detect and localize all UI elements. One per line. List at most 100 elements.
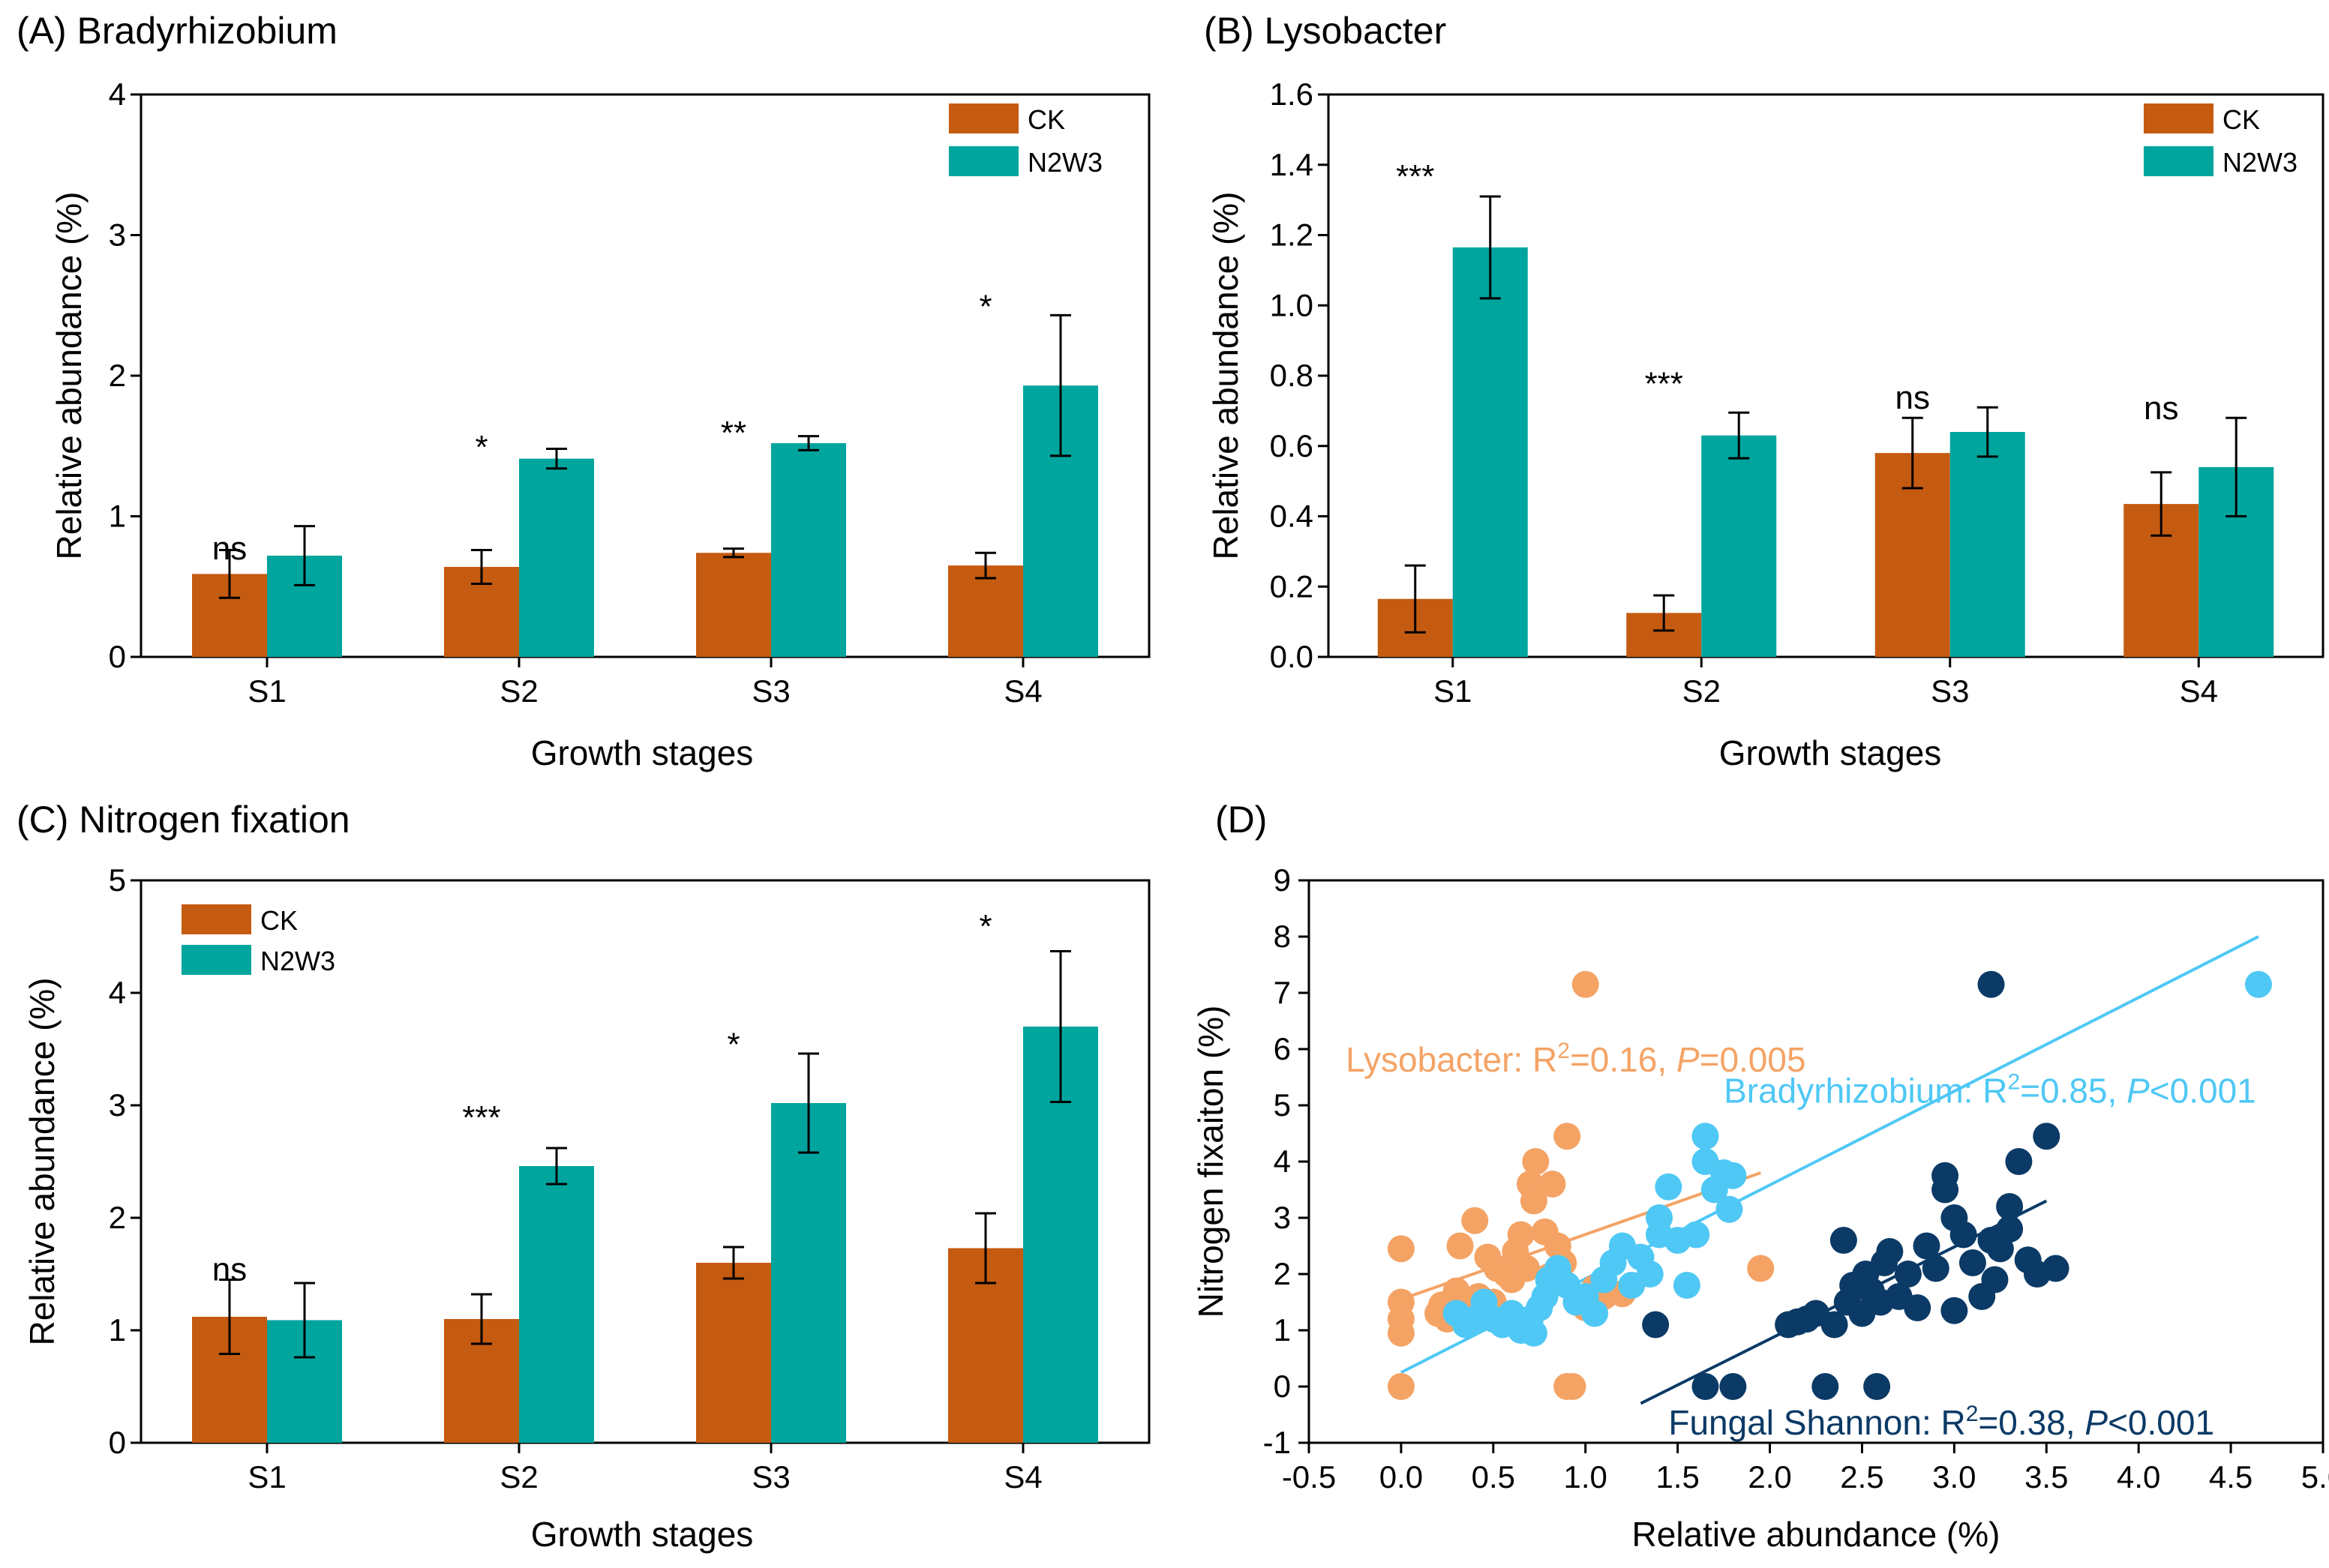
- panel-c-bar-n2w3: [519, 1166, 594, 1443]
- panel-d-y-tick-label: 7: [1274, 975, 1291, 1010]
- panel-d-annotation-r2: =0.85,: [2020, 1071, 2126, 1110]
- panel-d-point-lysobacter: [1446, 1232, 1474, 1260]
- panel-c-bar-ck: [696, 1263, 771, 1443]
- panel-c-x-tick-label: S3: [752, 1459, 790, 1495]
- panel-d-x-axis-label: Relative abundance (%): [1632, 1515, 2000, 1554]
- panel-c-y-axis-label: Relative abundance (%): [23, 978, 62, 1346]
- panel-d-annotation-name: Bradyrhizobium: R: [1724, 1071, 2007, 1110]
- panel-d-x-tick-label: 3.0: [1932, 1459, 1976, 1495]
- panel-d-y-tick-label: 1: [1274, 1312, 1291, 1348]
- panel-d-point-fungal-shannon: [1922, 1255, 1949, 1282]
- panel-d-point-fungal-shannon: [2042, 1255, 2069, 1282]
- panel-d-point-fungal-shannon: [1642, 1311, 1670, 1339]
- panel-b-legend-ck-swatch: [2144, 103, 2213, 133]
- panel-d-x-tick-label: 4.0: [2117, 1459, 2160, 1495]
- panel-a-y-axis-label: Relative abundance (%): [50, 192, 89, 560]
- panel-a-bar-ck: [696, 553, 771, 657]
- panel-d-point-lysobacter: [1538, 1171, 1566, 1198]
- panel-a-x-axis-label: Growth stages: [531, 733, 754, 772]
- panel-b-legend-ck-label: CK: [2222, 104, 2260, 135]
- panel-c-x-tick-label: S1: [248, 1459, 286, 1495]
- panel-d-point-lysobacter: [1513, 1255, 1541, 1282]
- panel-a-bar-n2w3: [519, 458, 594, 657]
- panel-d-point-fungal-shannon: [1719, 1373, 1747, 1400]
- panel-d-x-tick-label: -0.5: [1282, 1459, 1336, 1495]
- panel-c-legend-n2w3-swatch: [182, 945, 251, 975]
- panel-d-point-bradyrhizobium: [2244, 970, 2272, 998]
- panel-b-x-axis: S1 S2 S3 S4: [1433, 657, 2218, 709]
- panel-b-y-tick-label: 1.6: [1270, 76, 1313, 112]
- panel-d-point-lysobacter: [1520, 1187, 1547, 1215]
- panel-b-bar-n2w3: [1701, 435, 1777, 657]
- panel-b-bars: [1377, 195, 2274, 657]
- panel-b-y-tick-label: 1.2: [1270, 217, 1313, 253]
- panel-c-frame: [140, 879, 1151, 1444]
- panel-d-point-bradyrhizobium: [1719, 1162, 1747, 1189]
- panel-d-point-fungal-shannon: [1820, 1311, 1848, 1339]
- panel-a-significance: ns* ***: [212, 288, 992, 567]
- panel-d-point-lysobacter: [1507, 1221, 1535, 1249]
- panel-d-y-tick-label: 4: [1274, 1144, 1291, 1179]
- panel-d-y-tick-label: -1: [1263, 1425, 1291, 1460]
- panel-b-y-axis: 0.0 0.2 0.4 0.6 0.8 1.0 1.2 1.4 1.6: [1270, 76, 1328, 674]
- panel-d-y-tick-label: 6: [1274, 1031, 1291, 1066]
- panel-d-point-bradyrhizobium: [1581, 1300, 1609, 1327]
- panel-b-y-tick-label: 0.4: [1270, 499, 1313, 534]
- panel-d-y-tick-label: 8: [1274, 919, 1291, 954]
- panel-a-bar-ck: [948, 565, 1023, 657]
- panel-d-x-tick-label: 2.0: [1748, 1459, 1791, 1495]
- panel-d-annotation-superscript: 2: [2007, 1069, 2020, 1094]
- panel-b-x-tick-label: S2: [1682, 673, 1721, 709]
- panel-a-legend-ck-label: CK: [1028, 104, 1065, 135]
- panel-a-title: (A) Bradyrhizobium: [17, 10, 338, 52]
- panel-d: (D) -1 0 1 2 3 4 5 6 7 8 9 -0.5 0.0 0.5 1.0 1.5 2.0 2.5 3…: [1191, 799, 2329, 1554]
- panel-a-x-tick-label: S1: [248, 673, 286, 709]
- panel-b-x-tick-label: S3: [1931, 673, 1969, 709]
- panel-d-point-fungal-shannon: [2005, 1148, 2033, 1175]
- panel-c-legend: CK N2W3: [182, 904, 335, 976]
- panel-b-legend-n2w3-label: N2W3: [2222, 147, 2297, 178]
- panel-a-x-tick-label: S4: [1004, 673, 1042, 709]
- panel-a-legend-n2w3-label: N2W3: [1028, 147, 1103, 178]
- panel-d-y-tick-label: 5: [1274, 1087, 1291, 1123]
- panel-a-y-tick-label: 1: [109, 499, 126, 534]
- panel-d-point-lysobacter: [1387, 1319, 1415, 1347]
- panel-c-title: (C) Nitrogen fixation: [17, 799, 350, 841]
- panel-c-significance-label: *: [727, 1027, 740, 1063]
- panel-c-significance-label: ns: [212, 1252, 247, 1288]
- panel-c-legend-n2w3-label: N2W3: [260, 946, 335, 976]
- panel-b-x-axis-label: Growth stages: [1719, 733, 1942, 772]
- panel-c-y-tick-label: 5: [109, 862, 126, 898]
- panel-d-y-axis: -1 0 1 2 3 4 5 6 7 8 9: [1263, 862, 1309, 1460]
- panel-b-legend-n2w3-swatch: [2144, 146, 2213, 176]
- panel-d-point-fungal-shannon: [1940, 1297, 1968, 1324]
- panel-d-x-tick-label: 1.5: [1655, 1459, 1699, 1495]
- panel-b-x-tick-label: S4: [2180, 673, 2218, 709]
- panel-d-point-fungal-shannon: [1977, 970, 2005, 998]
- panel-a-significance-label: *: [979, 288, 992, 325]
- panel-d-point-bradyrhizobium: [1682, 1221, 1710, 1249]
- panel-b-bar-n2w3: [1949, 432, 2025, 657]
- panel-c-y-tick-label: 0: [109, 1425, 126, 1460]
- panel-b-significance: *** *** ns ns: [1396, 158, 2178, 427]
- panel-d-point-bradyrhizobium: [1655, 1173, 1682, 1201]
- panel-c-significance-label: ***: [462, 1099, 500, 1136]
- panel-d-annotation-fungal-shannon: Fungal Shannon: R2=0.38, P<0.001: [1668, 1402, 2214, 1442]
- panel-b-y-axis-label: Relative abundance (%): [1206, 192, 1245, 560]
- panel-c: (C) Nitrogen fixation 0 1 2 3 4 5 S1 S2 S3 S4 ns…: [17, 799, 1151, 1554]
- panel-d-annotations: Lysobacter: R2=0.16, P=0.005Bradyrhizobi…: [1346, 1039, 2256, 1442]
- panel-d-annotation-name: Lysobacter: R: [1346, 1040, 1557, 1079]
- panel-a-y-tick-label: 3: [109, 217, 126, 253]
- panel-d-annotation-bradyrhizobium: Bradyrhizobium: R2=0.85, P<0.001: [1724, 1069, 2256, 1110]
- panel-c-legend-ck-swatch: [182, 904, 251, 934]
- panel-d-annotation-p-value: <0.001: [2108, 1403, 2214, 1442]
- panel-d-point-fungal-shannon: [1949, 1221, 1977, 1249]
- panel-d-point-fungal-shannon: [1913, 1232, 1940, 1260]
- panel-a-legend-ck-swatch: [949, 103, 1019, 133]
- panel-d-point-lysobacter: [1387, 1235, 1415, 1263]
- panel-c-legend-ck-label: CK: [260, 905, 298, 936]
- panel-a-y-tick-label: 2: [109, 358, 126, 393]
- panel-d-x-axis: -0.5 0.0 0.5 1.0 1.5 2.0 2.5 3.0 3.5 4.0 4.5 5.0: [1282, 1443, 2329, 1495]
- panel-d-point-bradyrhizobium: [1691, 1123, 1719, 1150]
